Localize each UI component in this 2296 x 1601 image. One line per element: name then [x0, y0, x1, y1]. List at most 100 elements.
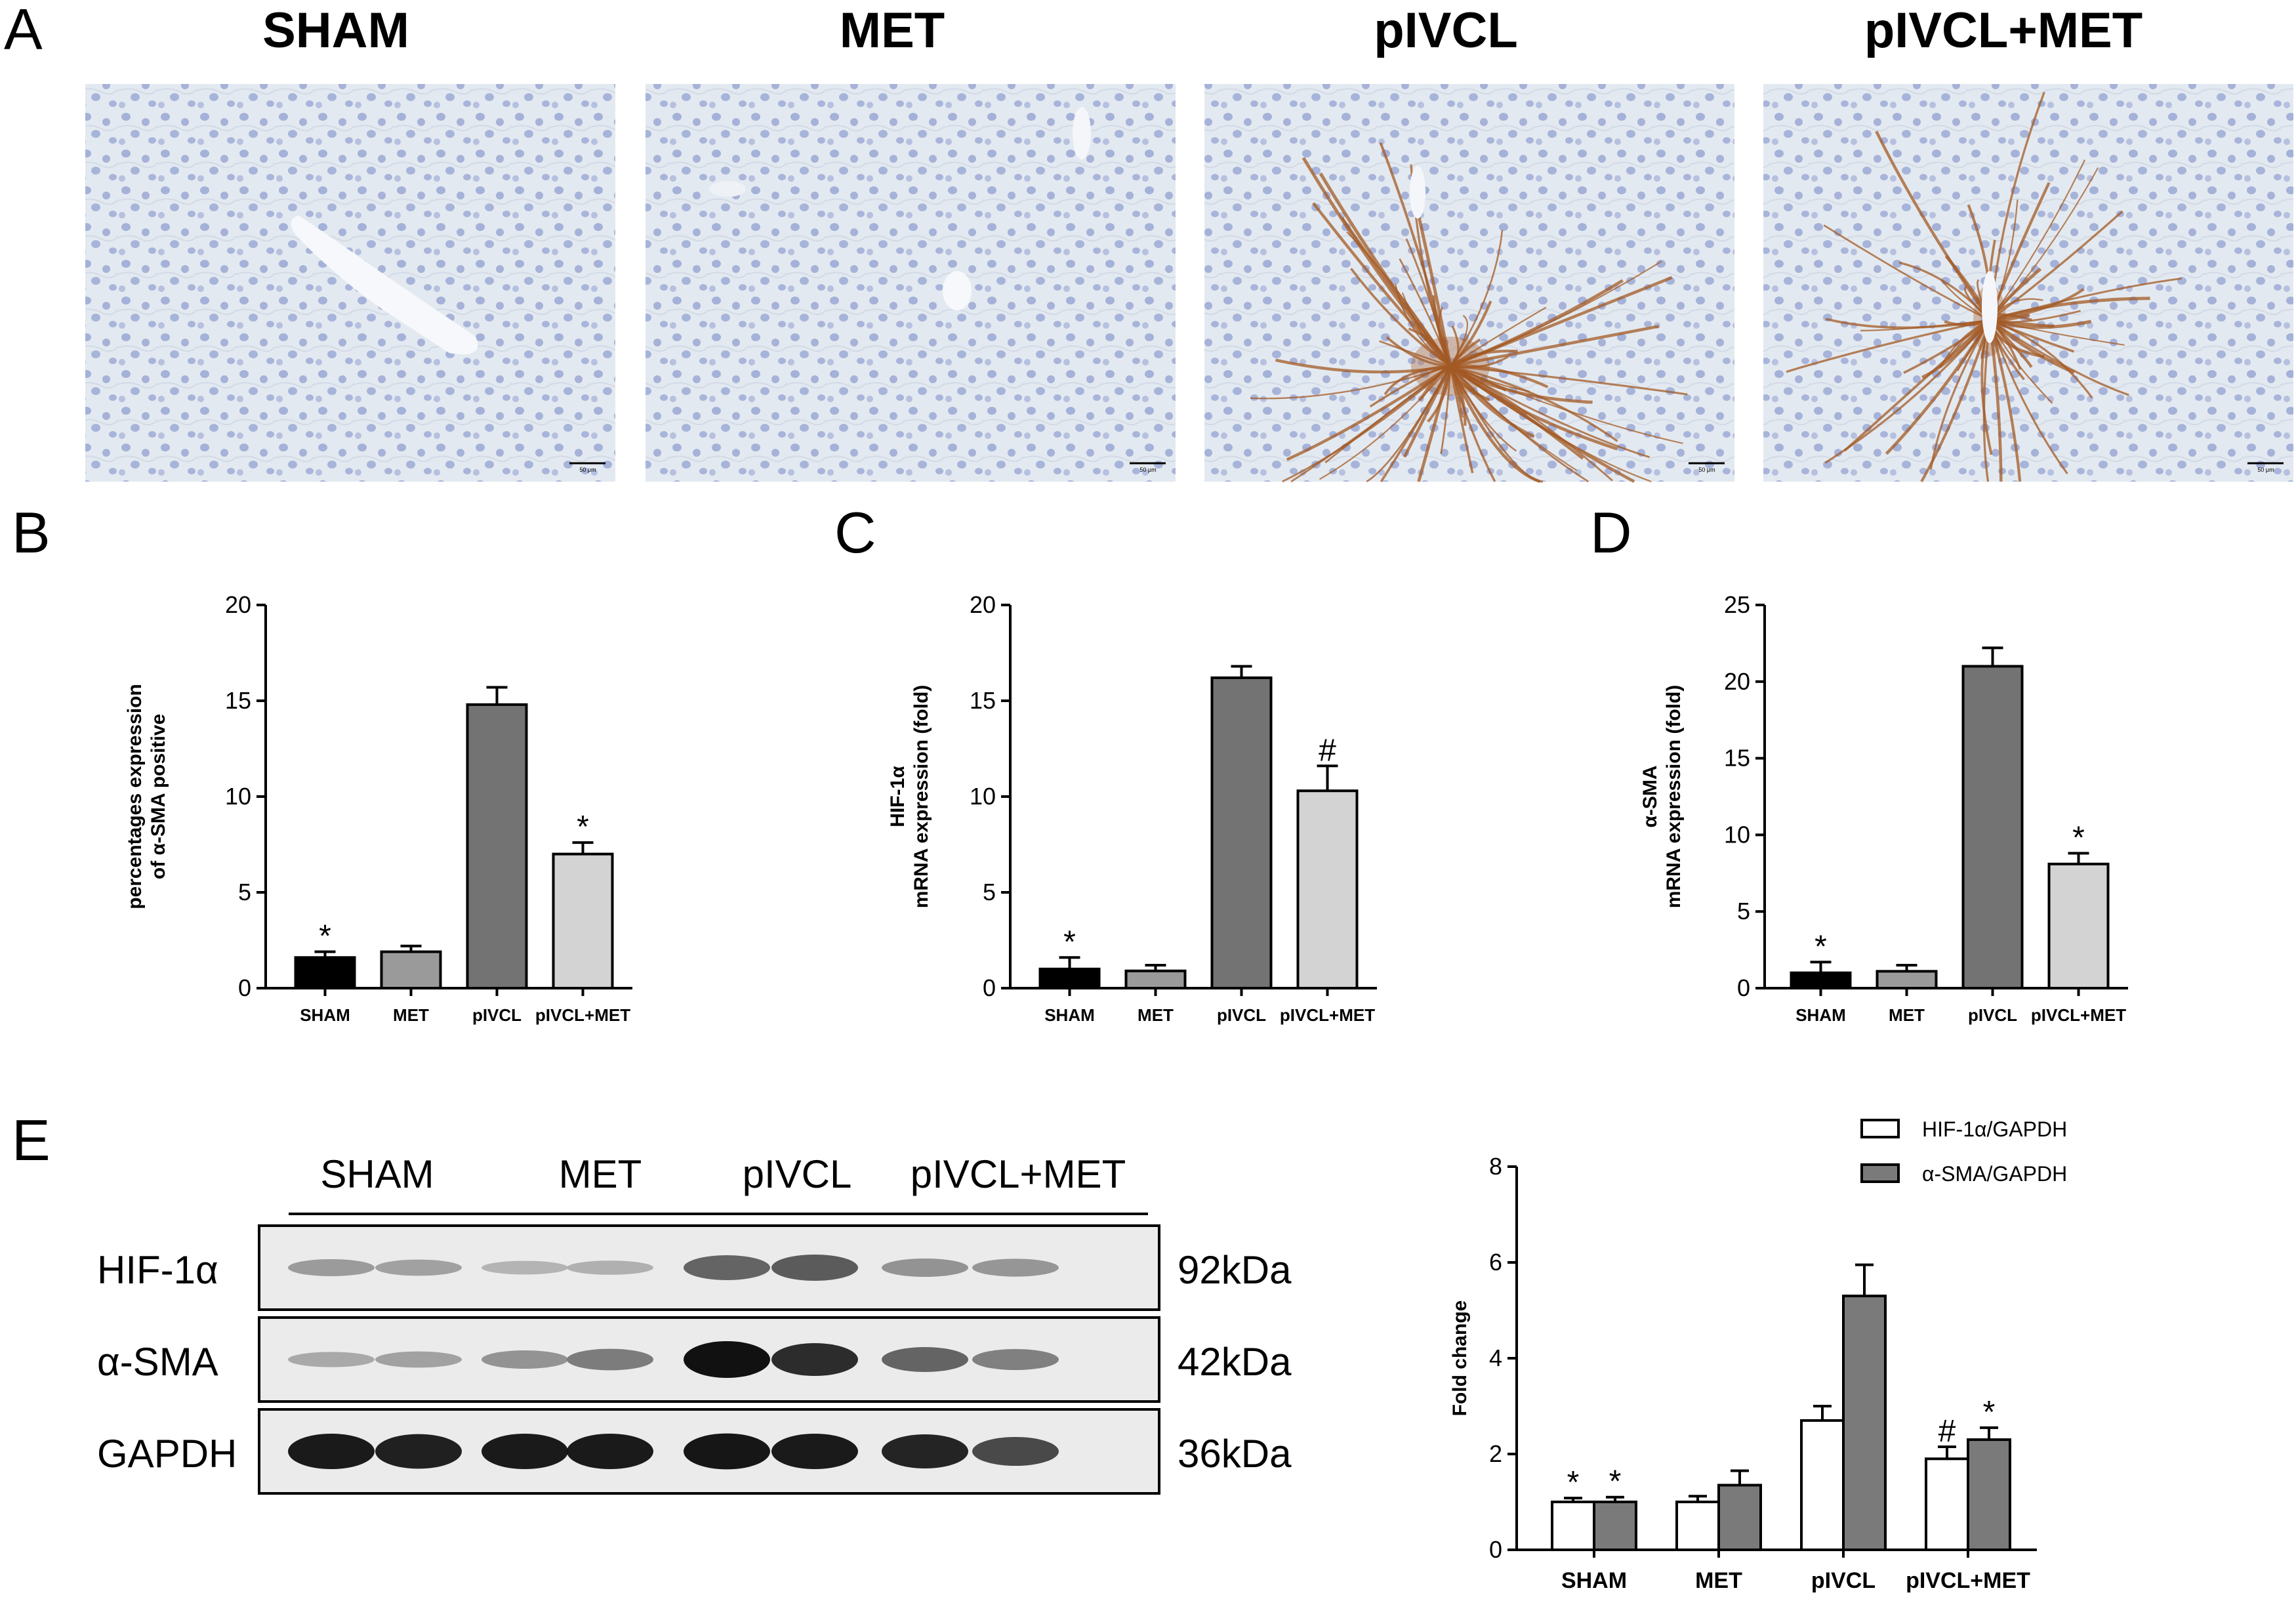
bar-series-1 — [1925, 1457, 1969, 1552]
bar-series-2 — [1842, 1295, 1887, 1551]
protein-band — [771, 1255, 858, 1281]
x-tick-label: MET — [393, 1005, 429, 1025]
stain-fiber — [1449, 365, 1584, 460]
bar-sham — [294, 956, 356, 990]
y-tick-label: 25 — [1724, 591, 1750, 618]
stain-fiber — [1988, 319, 2075, 375]
y-axis-label: Fold change — [1449, 1300, 1471, 1417]
bar-series-1 — [1800, 1419, 1845, 1551]
stain-fiber — [1989, 319, 2129, 396]
stain-fiber — [1989, 287, 2085, 322]
x-tick-label: MET — [1695, 1568, 1742, 1593]
stain-fiber — [1450, 365, 1618, 442]
y-tick-label: 5 — [1737, 898, 1750, 925]
stain-fiber — [1989, 318, 2092, 329]
bar-sham — [1790, 971, 1852, 990]
vessel — [1073, 107, 1091, 159]
chart-d: 0 5 10 15 20 25 SHAM * MET pIVCL pIVCL+MET * α-SMA mR… — [1639, 591, 2128, 1025]
x-tick-label: pIVCL — [1811, 1568, 1876, 1593]
scale-bar-label: 50 μm — [2257, 467, 2274, 473]
stain-fiber — [1379, 142, 1452, 367]
stain-fiber — [1440, 365, 1452, 454]
x-tick-label: pIVCL+MET — [1280, 1005, 1375, 1025]
tissue-section — [1204, 84, 1734, 482]
bar-pivcl — [1961, 665, 2024, 989]
stain-fiber — [1286, 365, 1452, 461]
stain-fiber — [1823, 224, 1990, 322]
stain-fiber — [1843, 319, 1991, 452]
vessel — [709, 181, 746, 197]
y-axis-label: α-SMA mRNA expression (fold) — [1639, 685, 1685, 909]
chart-b: 0 5 10 15 20 SHAM * MET pIVCL pIVCL+MET * percentag… — [124, 591, 632, 1025]
stain-fiber — [1786, 319, 1990, 373]
significance-mark: * — [1567, 1465, 1580, 1500]
x-tick-label: SHAM — [300, 1005, 350, 1025]
y-axis-label-line: α-SMA — [1639, 765, 1661, 827]
y-tick-label: 2 — [1489, 1440, 1502, 1467]
panel-a-title-pivcl: pIVCL — [1374, 3, 1518, 58]
protein-band — [567, 1260, 653, 1275]
y-tick-label: 10 — [1724, 821, 1750, 848]
stain-fiber — [1319, 365, 1451, 480]
significance-mark: * — [1983, 1395, 1996, 1430]
scale-bar-label: 50 μm — [1139, 467, 1156, 473]
bar-met — [1876, 970, 1938, 989]
stain-fiber — [1450, 260, 1662, 367]
stain-fiber — [1405, 238, 1452, 367]
stain-fiber — [1921, 319, 1991, 379]
stain-fiber — [1450, 365, 1683, 444]
stain-fiber — [1988, 320, 2003, 482]
significance-mark: * — [2072, 820, 2085, 855]
protein-band — [288, 1352, 375, 1367]
x-tick-label: pIVCL — [1217, 1005, 1266, 1025]
central-vein — [1410, 166, 1425, 218]
protein-band — [375, 1351, 462, 1368]
panel-letter-b: B — [12, 500, 51, 565]
significance-mark: * — [577, 810, 589, 844]
blot-row-label: HIF-1α — [97, 1248, 218, 1292]
blot-row-label: GAPDH — [97, 1432, 237, 1476]
significance-mark: # — [1938, 1414, 1956, 1449]
stain-fiber — [1825, 318, 1990, 329]
x-tick-label: pIVCL+MET — [1906, 1568, 2030, 1593]
panel-a-title-pivcl-met: pIVCL+MET — [1864, 3, 2142, 58]
blot-kda-label: 36kDa — [1178, 1432, 1292, 1476]
protein-band — [288, 1434, 375, 1469]
y-tick-label: 10 — [225, 783, 251, 810]
y-axis-label-line: mRNA expression (fold) — [1663, 685, 1685, 909]
protein-band — [882, 1434, 968, 1468]
stain-fiber — [1302, 157, 1452, 367]
significance-mark: * — [1063, 925, 1076, 959]
y-tick-label: 4 — [1489, 1344, 1502, 1371]
y-tick-label: 0 — [1737, 974, 1750, 1001]
tissue-section — [646, 84, 1176, 482]
blot-row-gapdh — [258, 1408, 1160, 1495]
stain-fiber — [1989, 159, 2085, 321]
legend-swatch — [1860, 1163, 1900, 1183]
y-tick-label: 15 — [1724, 745, 1750, 772]
protein-band — [288, 1259, 375, 1276]
chart-e: 0 2 4 6 8 * * SHAM MET pIVCL # * pIVCL+MET Fold chang… — [1449, 1117, 2067, 1593]
significance-mark: * — [1814, 929, 1827, 964]
bar-series-2 — [1593, 1501, 1637, 1551]
panel-letter-e: E — [12, 1108, 51, 1173]
blot-group-label: SHAM — [320, 1152, 434, 1196]
y-tick-label: 10 — [970, 783, 996, 810]
stain-fiber — [1449, 365, 1618, 451]
protein-band — [375, 1434, 462, 1469]
scale-bar-label: 50 μm — [1698, 467, 1715, 473]
y-tick-label: 20 — [225, 591, 251, 618]
stain-fiber — [1988, 210, 2123, 322]
x-tick-label: SHAM — [1561, 1568, 1627, 1593]
stain-fiber — [1366, 365, 1452, 483]
x-tick-label: MET — [1138, 1005, 1174, 1025]
y-tick-label: 20 — [1724, 668, 1750, 695]
micrograph-met: 50 μm — [646, 84, 1176, 482]
bar-series-1 — [1551, 1501, 1595, 1551]
stain-fiber — [1379, 340, 1451, 367]
y-axis-label: HIF-1α mRNA expression (fold) — [887, 685, 932, 909]
bar-series-2 — [1967, 1438, 2011, 1552]
protein-band — [482, 1434, 568, 1469]
stain-fiber — [1417, 365, 1452, 482]
stain-fiber — [1989, 319, 2093, 399]
